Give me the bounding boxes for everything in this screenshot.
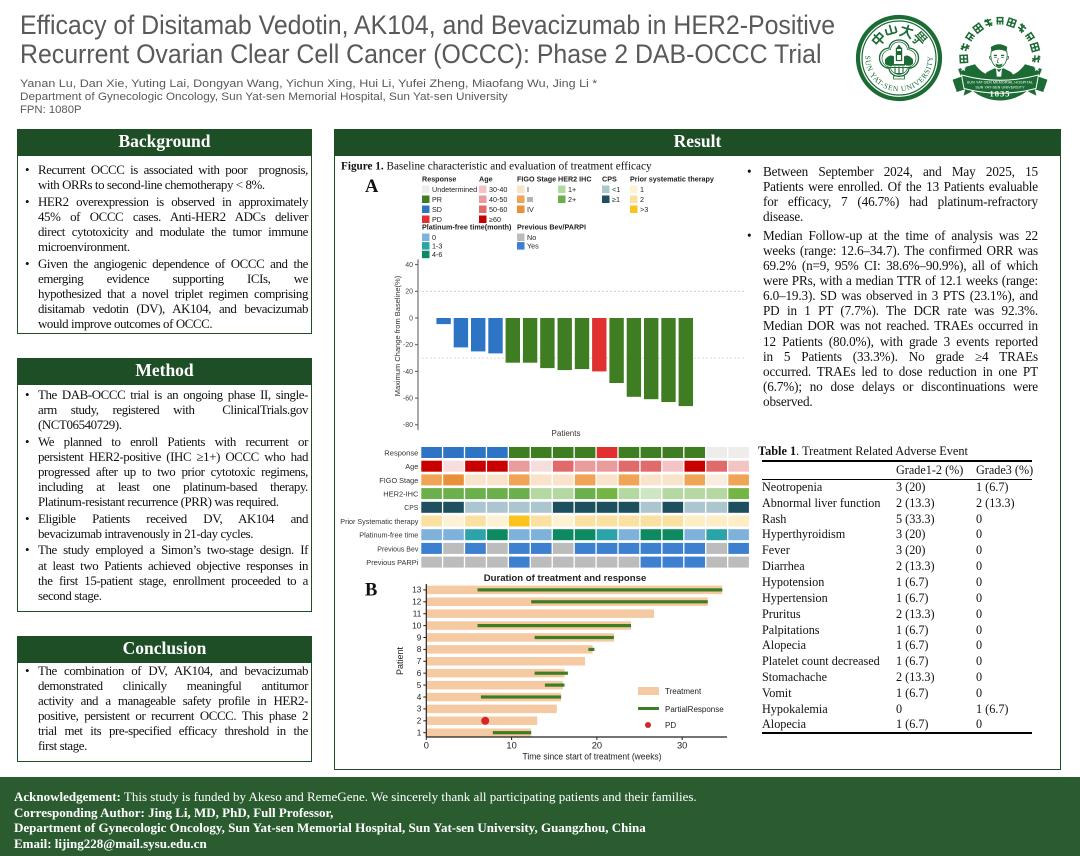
svg-text:CPS: CPS	[404, 503, 418, 512]
svg-text:50-60: 50-60	[489, 205, 507, 214]
svg-text:<1: <1	[612, 185, 620, 194]
svg-text:Age: Age	[405, 462, 418, 471]
svg-text:-20: -20	[403, 342, 413, 349]
svg-text:Duration of treatment and resp: Duration of treatment and response	[484, 573, 647, 584]
svg-text:Patients: Patients	[552, 429, 581, 438]
svg-text:2: 2	[417, 717, 422, 726]
svg-text:0: 0	[409, 315, 413, 322]
svg-text:Maximum Change from Baseline(%: Maximum Change from Baseline(%)	[393, 275, 402, 396]
svg-text:PartialResponse: PartialResponse	[665, 705, 724, 714]
svg-text:Platinum-free time(month): Platinum-free time(month)	[422, 223, 512, 232]
svg-text:-80: -80	[403, 422, 413, 429]
svg-text:10: 10	[412, 621, 422, 630]
svg-text:HER2-IHC: HER2-IHC	[383, 490, 419, 499]
svg-text:FIGO Stage: FIGO Stage	[379, 476, 418, 485]
svg-text:SUN YAT-SEN UNIVERSITY: SUN YAT-SEN UNIVERSITY	[975, 86, 1025, 90]
svg-text:III: III	[527, 195, 533, 204]
svg-text:2: 2	[640, 195, 644, 204]
svg-text:5: 5	[417, 681, 422, 690]
svg-text:11: 11	[413, 610, 422, 619]
svg-text:8: 8	[417, 645, 422, 654]
svg-text:-60: -60	[403, 396, 413, 403]
svg-text:1: 1	[417, 729, 422, 738]
svg-text:Figure 1. Baseline characteris: Figure 1. Baseline characteristic and ev…	[341, 161, 652, 173]
svg-text:20: 20	[405, 289, 413, 296]
svg-text:40: 40	[405, 262, 413, 269]
svg-text:Previous Bev: Previous Bev	[377, 544, 418, 553]
svg-text:CPS: CPS	[602, 175, 617, 184]
svg-text:Platinum-free time: Platinum-free time	[359, 531, 418, 540]
svg-text:6: 6	[417, 669, 422, 678]
svg-text:30-40: 30-40	[489, 185, 507, 194]
svg-text:30: 30	[677, 741, 687, 751]
svg-text:Patient: Patient	[395, 646, 405, 675]
svg-text:I: I	[527, 185, 529, 194]
svg-text:Time since start of treatment: Time since start of treatment (weeks)	[523, 752, 662, 762]
svg-text:No: No	[527, 233, 536, 242]
svg-text:SUN YAT-SEN MEMORIAL HOSPITAL: SUN YAT-SEN MEMORIAL HOSPITAL	[967, 81, 1033, 85]
svg-text:1+: 1+	[568, 185, 576, 194]
svg-text:Previous Bev/PARPI: Previous Bev/PARPI	[517, 223, 586, 232]
svg-text:Undetermined: Undetermined	[432, 185, 477, 194]
svg-text:Response: Response	[384, 448, 418, 457]
svg-text:12: 12	[412, 598, 422, 607]
svg-text:4: 4	[417, 693, 422, 702]
svg-text:PD: PD	[665, 721, 676, 730]
svg-text:Prior Systematic therapy: Prior Systematic therapy	[340, 517, 418, 526]
svg-text:PD: PD	[432, 215, 442, 224]
svg-text:>3: >3	[640, 205, 648, 214]
svg-text:4-6: 4-6	[432, 250, 442, 259]
svg-text:FIGO Stage: FIGO Stage	[517, 175, 556, 184]
svg-text:-40: -40	[403, 369, 413, 376]
svg-text:1-3: 1-3	[432, 241, 442, 250]
svg-text:Age: Age	[479, 175, 493, 184]
svg-text:B: B	[365, 581, 377, 601]
svg-text:2+: 2+	[568, 195, 576, 204]
svg-text:HER2 IHC: HER2 IHC	[558, 175, 592, 184]
svg-text:13: 13	[412, 586, 422, 595]
svg-text:SD: SD	[432, 205, 442, 214]
svg-text:Prior systematic therapy: Prior systematic therapy	[630, 175, 714, 184]
svg-text:A: A	[365, 177, 379, 197]
svg-text:≥1: ≥1	[612, 195, 620, 204]
svg-text:Treatment: Treatment	[665, 687, 702, 696]
svg-text:Previous PARPi: Previous PARPi	[366, 558, 418, 567]
svg-text:40-50: 40-50	[489, 195, 507, 204]
svg-text:9: 9	[417, 633, 422, 642]
svg-text:10: 10	[506, 741, 516, 751]
svg-text:PR: PR	[432, 195, 442, 204]
svg-text:Yes: Yes	[527, 241, 539, 250]
svg-text:1835: 1835	[990, 89, 1011, 99]
svg-text:Response: Response	[422, 175, 456, 184]
svg-text:0: 0	[424, 741, 429, 751]
svg-text:7: 7	[417, 657, 422, 666]
svg-text:IV: IV	[527, 205, 534, 214]
svg-text:3: 3	[417, 705, 422, 714]
svg-text:20: 20	[592, 741, 602, 751]
svg-text:≥60: ≥60	[489, 215, 501, 224]
svg-text:0: 0	[432, 233, 436, 242]
svg-text:1: 1	[640, 185, 644, 194]
